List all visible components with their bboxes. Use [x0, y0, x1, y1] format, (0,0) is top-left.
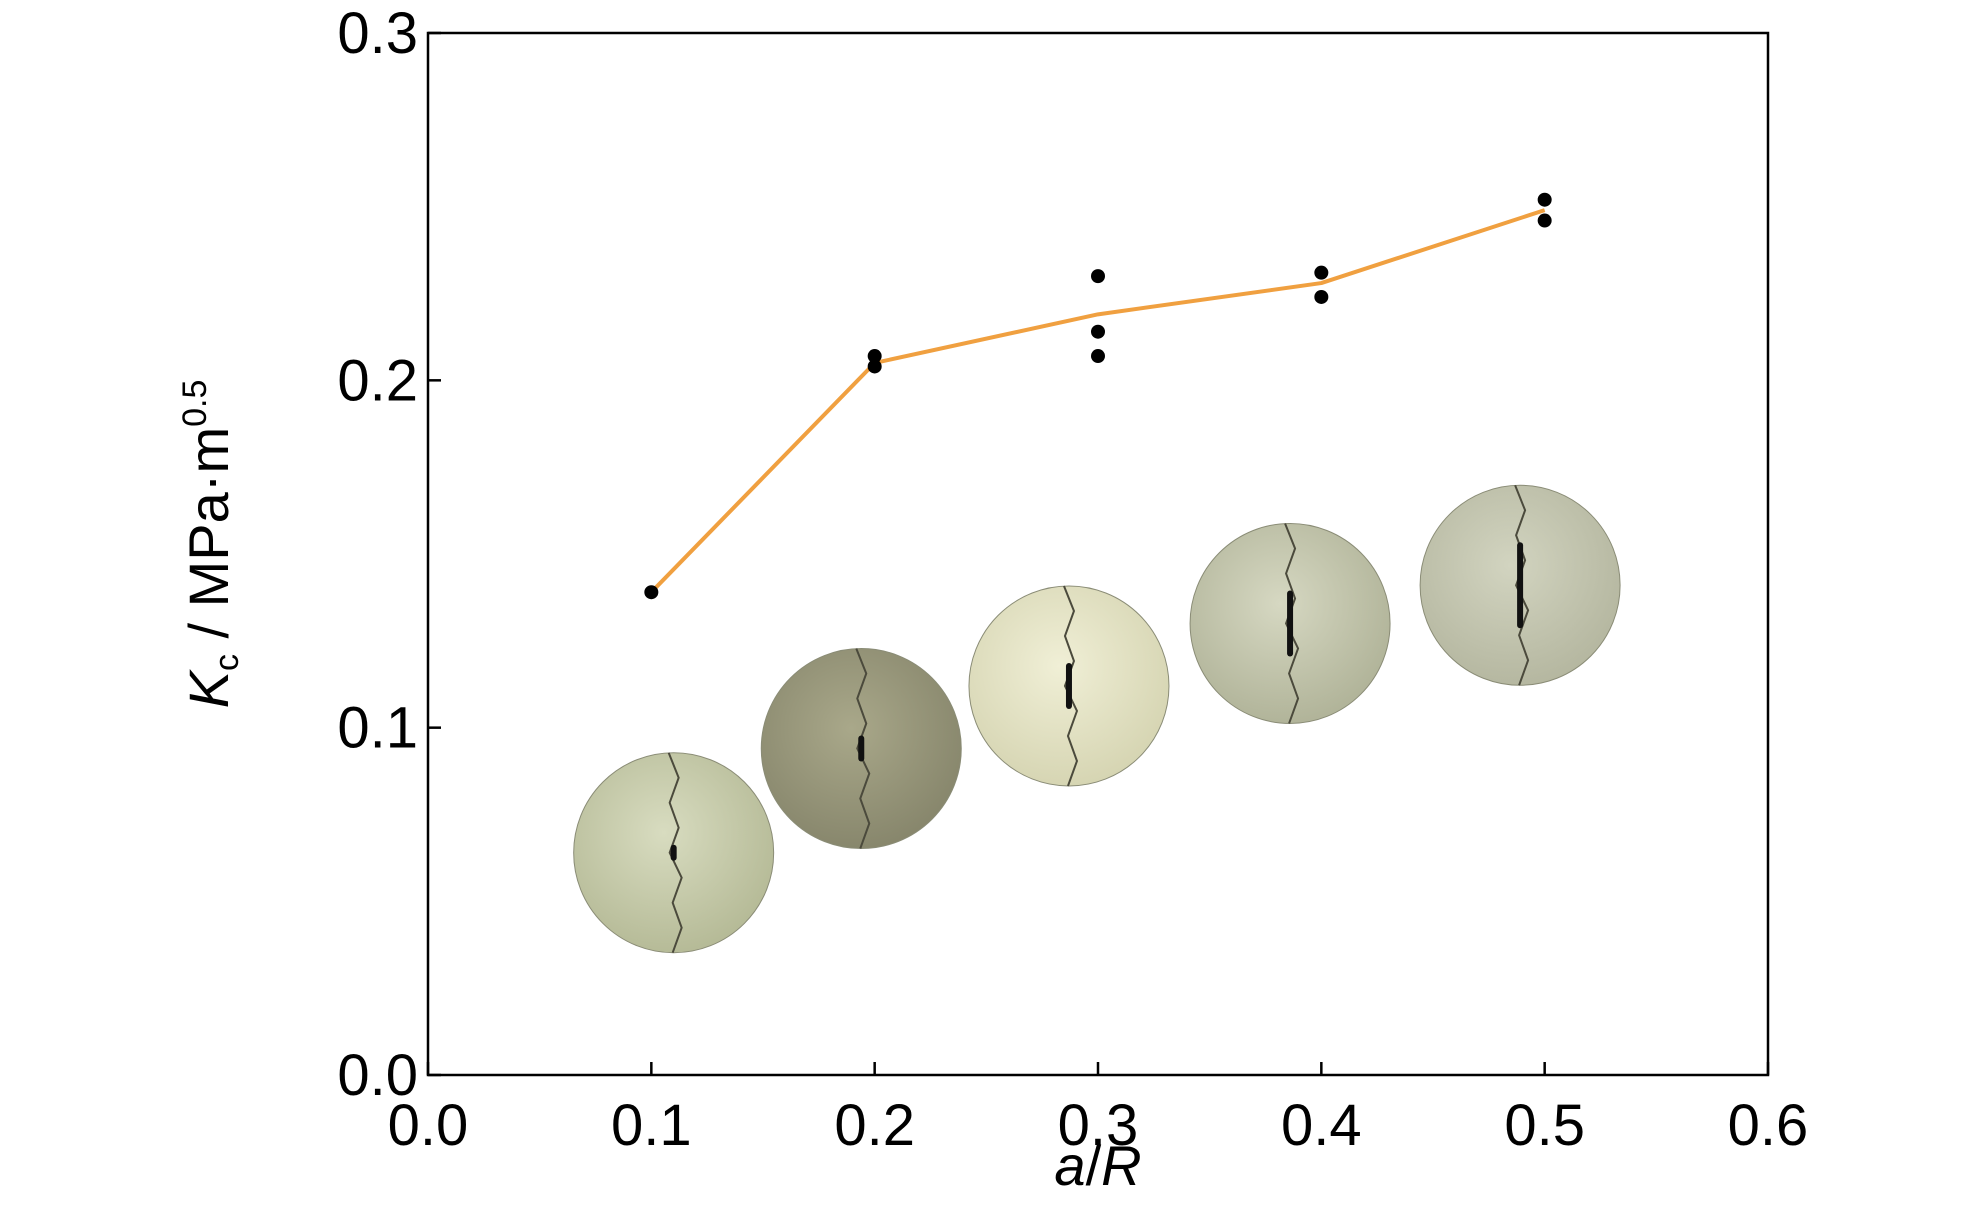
- data-point: [1314, 289, 1329, 304]
- mean-line: [649, 208, 1546, 594]
- axis-ticks: 0.0 0.1 0.2 0.3 0.4 0.5 0.6 0.0 0.1 0.2 0.3: [337, 1, 1808, 1158]
- y-tick-label: 0.2: [337, 348, 418, 413]
- data-point: [1537, 213, 1552, 228]
- data-point: [1537, 192, 1552, 207]
- data-point: [867, 349, 882, 364]
- data-point: [1091, 324, 1105, 339]
- y-axis-title-sup: 0.5: [176, 380, 214, 427]
- x-tick-label: 0.5: [1504, 1093, 1585, 1158]
- y-tick-label: 0.1: [337, 696, 418, 761]
- specimen-photo: [1419, 484, 1621, 686]
- x-tick-label: 0.1: [611, 1093, 692, 1158]
- x-tick-label: 0.4: [1281, 1093, 1362, 1158]
- fracture-line: [1284, 523, 1300, 724]
- specimen-photos: [573, 484, 1621, 954]
- data-point: [867, 359, 882, 374]
- data-point: [1314, 265, 1329, 280]
- x-axis-title-sep: /: [1086, 1134, 1102, 1197]
- y-axis-title-sub: c: [208, 654, 246, 671]
- data-point: [644, 585, 659, 600]
- x-axis-title: a/R: [1054, 1134, 1141, 1197]
- fracture-line: [667, 752, 683, 954]
- specimen-photo: [968, 585, 1170, 787]
- x-tick-label: 0.6: [1728, 1093, 1809, 1158]
- specimen-photo: [1189, 522, 1391, 724]
- plot-series: [644, 192, 1552, 600]
- data-point: [1091, 349, 1105, 364]
- y-axis-title: Kc / MPa·m0.5: [176, 380, 246, 709]
- y-axis-title-K: K: [177, 668, 240, 708]
- x-axis-title-R: R: [1101, 1134, 1141, 1197]
- x-tick-label: 0.3: [1058, 1093, 1139, 1158]
- x-tick-label: 0.0: [388, 1093, 469, 1158]
- specimen-photo: [573, 752, 775, 954]
- y-tick-label: 0.0: [337, 1043, 418, 1108]
- x-axis-title-a: a: [1054, 1134, 1085, 1197]
- fracture-line: [855, 648, 871, 849]
- x-tick-label: 0.2: [834, 1093, 915, 1158]
- fracture-line: [1063, 585, 1079, 787]
- y-tick-label: 0.3: [337, 1, 418, 66]
- fracture-line: [1514, 484, 1530, 686]
- data-point: [1091, 269, 1105, 284]
- specimen-photo: [760, 648, 962, 850]
- y-axis-title-unit: / MPa·m: [177, 427, 240, 654]
